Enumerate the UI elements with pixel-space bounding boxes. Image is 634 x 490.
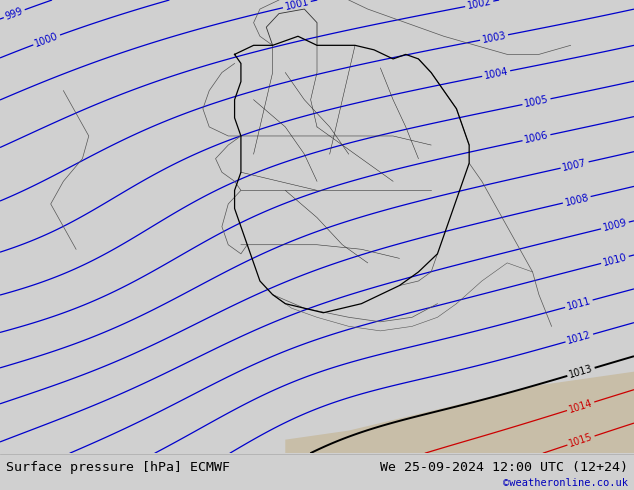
Text: 1010: 1010	[602, 252, 628, 268]
Text: 1013: 1013	[568, 364, 594, 380]
Text: 1005: 1005	[524, 94, 550, 109]
Polygon shape	[456, 340, 634, 453]
Text: 1015: 1015	[567, 432, 594, 449]
Text: 1014: 1014	[567, 398, 594, 415]
Text: 1000: 1000	[34, 31, 60, 49]
Text: 1002: 1002	[466, 0, 492, 11]
Text: 1007: 1007	[562, 157, 588, 172]
Text: ©weatheronline.co.uk: ©weatheronline.co.uk	[503, 478, 628, 488]
Polygon shape	[0, 127, 76, 204]
Text: 1011: 1011	[566, 295, 592, 312]
Text: 1012: 1012	[566, 330, 593, 346]
Text: 1004: 1004	[483, 66, 509, 81]
Text: Surface pressure [hPa] ECMWF: Surface pressure [hPa] ECMWF	[6, 462, 230, 474]
Polygon shape	[0, 0, 139, 68]
Polygon shape	[349, 0, 634, 54]
Polygon shape	[520, 36, 634, 81]
Polygon shape	[0, 408, 158, 453]
Text: 1006: 1006	[524, 130, 550, 145]
Text: 999: 999	[4, 6, 25, 22]
Text: 1008: 1008	[564, 192, 590, 207]
Polygon shape	[0, 453, 634, 490]
Text: We 25-09-2024 12:00 UTC (12+24): We 25-09-2024 12:00 UTC (12+24)	[380, 462, 628, 474]
Text: 1001: 1001	[284, 0, 310, 12]
Text: 1003: 1003	[481, 30, 507, 45]
Polygon shape	[0, 68, 51, 204]
Text: 1009: 1009	[602, 218, 628, 233]
Polygon shape	[285, 371, 634, 453]
